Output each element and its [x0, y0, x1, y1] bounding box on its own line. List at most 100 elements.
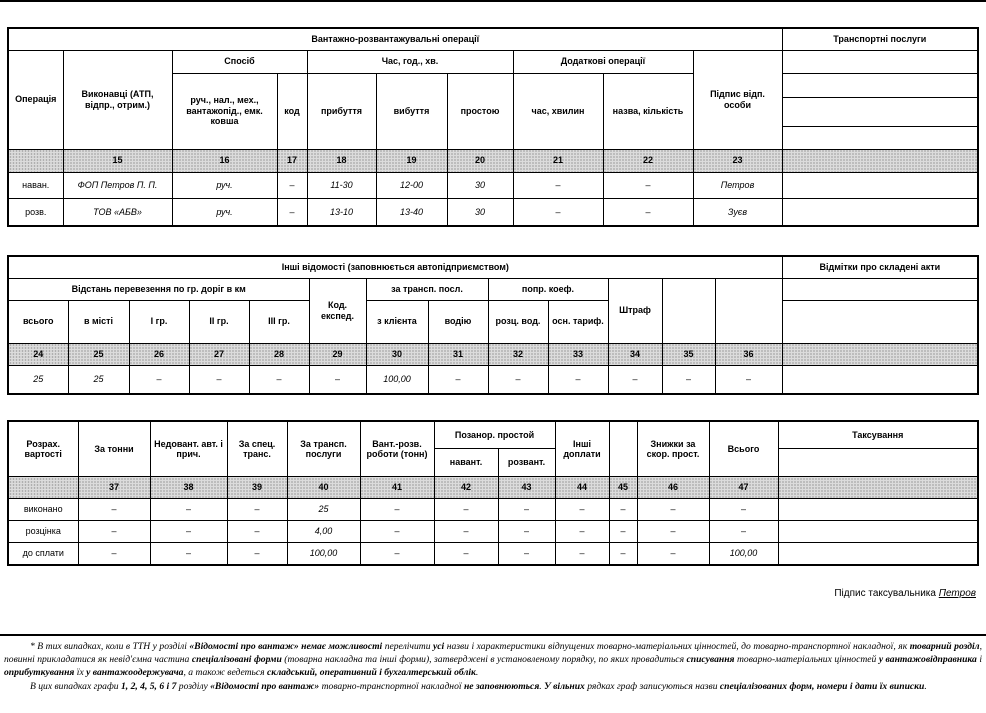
cell-minutes: – — [512, 171, 604, 199]
cell: – — [77, 520, 151, 543]
num-cell: 16 — [171, 148, 278, 173]
cell: – — [608, 498, 638, 521]
cell-signature: Петров — [692, 171, 783, 199]
table-row: 25 25 – – – – 100,00 – – – – – – — [7, 364, 979, 395]
group-header-additional-ops: Додаткові операції — [512, 49, 694, 74]
blank-line — [783, 51, 978, 74]
cell: – — [636, 542, 710, 565]
cell: – — [226, 542, 288, 565]
num-cell: 39 — [226, 476, 288, 499]
num-cell: 23 — [692, 148, 783, 173]
cell: – — [149, 498, 228, 521]
cell: – — [636, 498, 710, 521]
group-header-transp-services: за трансп. посл. — [365, 277, 489, 301]
top-divider — [0, 0, 986, 2]
num-cell: 38 — [149, 476, 228, 499]
col-header-signature: Підпис відп. особи — [692, 49, 783, 150]
blank-line — [783, 74, 978, 98]
cell-blank-36: – — [714, 364, 783, 395]
col-header-discounts: Знижки за скор. прост. — [636, 420, 710, 477]
cell: – — [554, 542, 610, 565]
blank-line — [783, 98, 978, 127]
taxer-signature: Підпис таксувальника Петров — [834, 588, 976, 599]
acts-title: Відмітки про складені акти — [781, 255, 979, 279]
num-cell: 30 — [365, 342, 429, 366]
cell-executor: ФОП Петров П. П. — [62, 171, 173, 199]
num-cell: 25 — [67, 342, 130, 366]
cell-acts-blank — [781, 364, 979, 395]
cell-method: руч. — [171, 171, 278, 199]
group-header-coef: попр. коеф. — [487, 277, 609, 301]
transport-services-blank-rows — [781, 49, 979, 150]
num-cell: 31 — [427, 342, 489, 366]
table-row: виконано – – – 25 – – – – – – – — [7, 498, 979, 521]
cell-in-city: 25 — [67, 364, 130, 395]
cell: – — [608, 520, 638, 543]
loading-operations-table: Вантажно-розвантажувальні операції Транс… — [7, 27, 980, 227]
col-header-underload: Недовант. авт. і прич. — [149, 420, 228, 477]
cell-idle: 30 — [446, 171, 514, 199]
acts-blank-line — [781, 277, 979, 301]
cell-taxation-blank — [777, 498, 979, 521]
col-header-calc: Розрах. вартості — [7, 420, 79, 477]
num-cell: 40 — [286, 476, 361, 499]
col-header-blank-35 — [661, 277, 716, 344]
col-header-from-client: з клієнта — [365, 299, 429, 344]
cell-group2: – — [188, 364, 250, 395]
cell: – — [708, 498, 779, 521]
num-cell: 28 — [248, 342, 310, 366]
cell-departure: 12-00 — [375, 171, 448, 199]
cell-arrival: 11-30 — [306, 171, 377, 199]
other-info-title: Інші відомості (заповнюється автопідприє… — [7, 255, 783, 279]
num-cell: 32 — [487, 342, 549, 366]
footnote-paragraph-2: В цих випадках графи 1, 2, 4, 5, 6 і 7 р… — [30, 680, 927, 692]
col-header-executors: Виконавці (АТП, відпр., отрим.) — [62, 49, 173, 150]
group-header-method: Спосіб — [171, 49, 308, 74]
cell-name-qty: – — [602, 171, 694, 199]
cost-calculation-table: Розрах. вартості За тонни Недовант. авт.… — [7, 420, 979, 566]
cell-total-km: 25 — [7, 364, 69, 395]
num-cell: 17 — [276, 148, 308, 173]
num-cell: 15 — [62, 148, 173, 173]
cell: – — [149, 520, 228, 543]
num-cell-blank — [777, 476, 979, 499]
cell-from-client: 100,00 — [365, 364, 429, 395]
cell-group1: – — [128, 364, 190, 395]
col-header-arrival: прибуття — [306, 72, 377, 150]
col-header-code: код — [276, 72, 308, 150]
col-header-departure: вибуття — [375, 72, 448, 150]
num-cell: 19 — [375, 148, 448, 173]
taxation-title: Таксування — [779, 422, 977, 449]
cell: – — [77, 498, 151, 521]
row-label-to-pay: до сплати — [7, 542, 79, 565]
cell-signature: Зуєв — [692, 197, 783, 227]
col-header-group3: ІІІ гр. — [248, 299, 310, 344]
cell: – — [226, 498, 288, 521]
col-header-special: За спец. транс. — [226, 420, 288, 477]
cell-code-exp: – — [308, 364, 367, 395]
num-cell: 27 — [188, 342, 250, 366]
loading-operations-title: Вантажно-розвантажувальні операції — [7, 27, 783, 51]
cell: – — [497, 498, 556, 521]
num-cell-blank — [781, 342, 979, 366]
col-header-code-exp: Код. експед. — [308, 277, 367, 344]
cell-minutes: – — [512, 197, 604, 227]
table-row: наван. ФОП Петров П. П. руч. – 11-30 12-… — [7, 171, 979, 199]
cell: – — [226, 520, 288, 543]
num-cell-blank — [7, 148, 64, 173]
num-cell: 44 — [554, 476, 610, 499]
col-header-idle: простою — [446, 72, 514, 150]
taxation-column: Таксування — [777, 420, 979, 477]
table-row: розцінка – – – 4,00 – – – – – – – — [7, 520, 979, 543]
num-cell: 36 — [714, 342, 783, 366]
cell: – — [608, 542, 638, 565]
col-header-load-unload: Вант.-розв. роботи (тонн) — [359, 420, 435, 477]
row-label-unloading: розв. — [7, 197, 64, 227]
cell: 100,00 — [708, 542, 779, 565]
col-header-total: Всього — [708, 420, 779, 477]
blank-line — [783, 127, 977, 149]
col-header-name-qty: назва, кількість — [602, 72, 694, 150]
cell: 100,00 — [286, 542, 361, 565]
num-cell: 24 — [7, 342, 69, 366]
cell-code: – — [276, 171, 308, 199]
